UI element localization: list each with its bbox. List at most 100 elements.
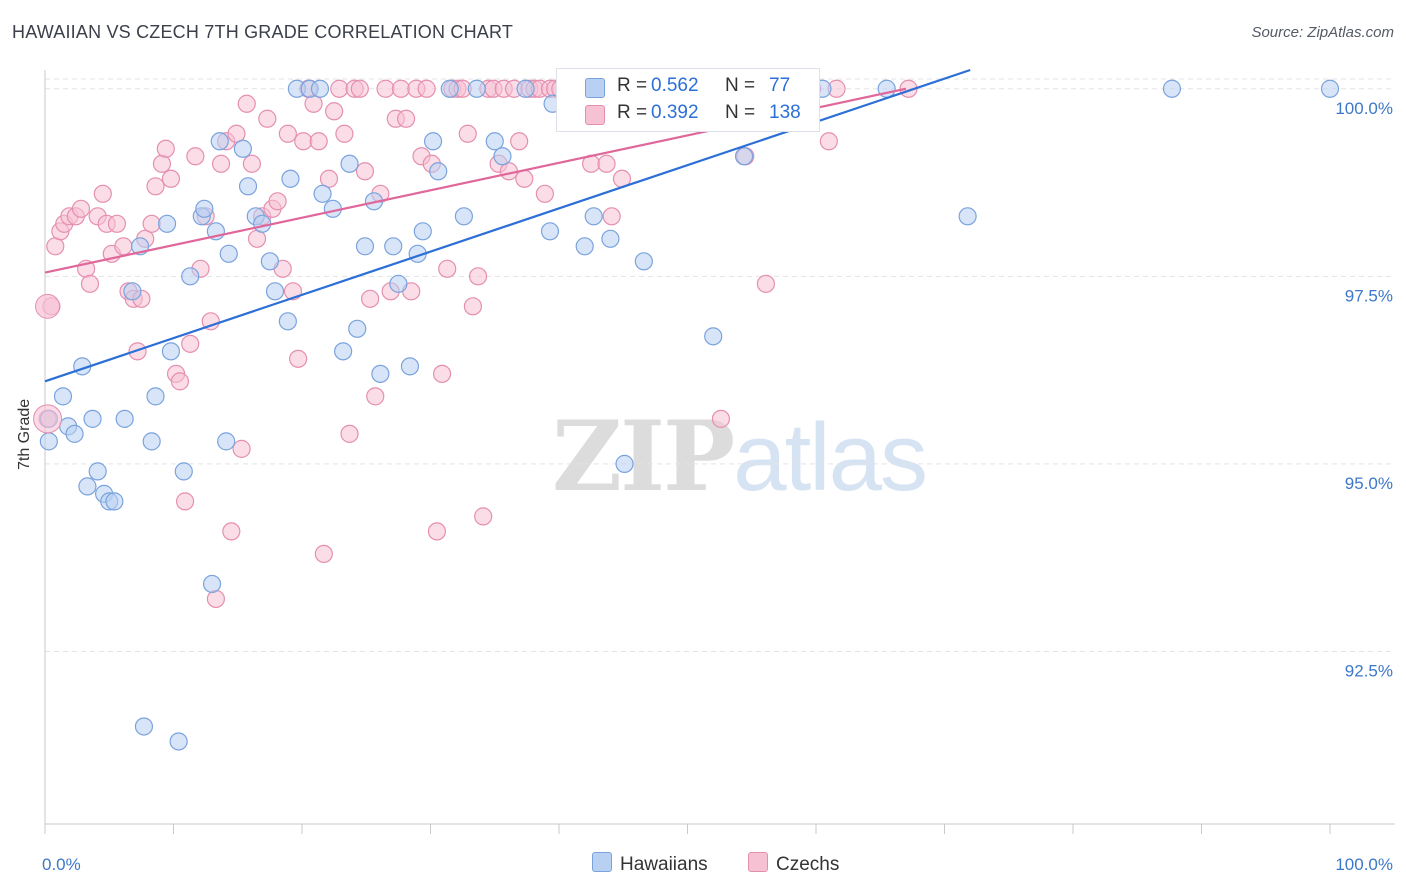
- hawaiian-point: [634, 252, 653, 271]
- hawaiian-point: [157, 214, 177, 233]
- czech-point: [161, 169, 181, 188]
- czech-point: [242, 154, 261, 173]
- czech-point: [340, 424, 359, 443]
- hawaiian-point: [413, 222, 432, 241]
- hawaiian-point: [142, 432, 161, 451]
- czech-point: [71, 199, 91, 218]
- czech-point: [597, 154, 616, 173]
- czech-point: [237, 94, 256, 113]
- hawaiian-point: [65, 424, 84, 443]
- hawaiian-point: [39, 432, 58, 451]
- legend-swatch-pink: [585, 105, 605, 125]
- y-tick-label: 95.0%: [1345, 474, 1393, 493]
- czech-point: [432, 364, 452, 383]
- hawaiian-point: [88, 462, 107, 481]
- czech-point: [335, 124, 354, 143]
- czech-point: [186, 147, 205, 166]
- hawaiian-point: [313, 184, 332, 203]
- correlation-legend: R = 0.562 N = 77 R = 0.392 N = 138: [556, 68, 820, 132]
- czech-point: [35, 293, 61, 319]
- watermark-atlas: atlas: [733, 404, 928, 511]
- hawaiian-point: [210, 132, 229, 151]
- czech-point: [427, 522, 447, 541]
- watermark-zip: ZIP: [552, 400, 735, 513]
- czech-point: [258, 109, 277, 128]
- czech-point: [314, 544, 333, 564]
- czech-point: [468, 267, 488, 286]
- legend-item-czechs: Czechs: [748, 852, 839, 876]
- czech-point: [175, 492, 195, 511]
- czech-point: [93, 184, 112, 203]
- czech-point: [819, 132, 838, 151]
- czech-point: [227, 124, 246, 143]
- hawaiian-point: [233, 139, 252, 158]
- hawaiian-point: [1162, 79, 1182, 98]
- watermark: ZIPatlas: [552, 400, 928, 513]
- hawaiian-point: [423, 132, 443, 151]
- hawaiian-point: [181, 267, 200, 286]
- y-tick-label: 92.5%: [1345, 661, 1393, 680]
- hawaiian-point: [334, 342, 353, 361]
- czech-point: [325, 102, 344, 121]
- hawaiian-point: [161, 342, 181, 361]
- hawaiian-point: [202, 574, 222, 594]
- hawaiian-point: [389, 274, 408, 293]
- hawaiian-point: [146, 387, 165, 406]
- y-axis-label: 7th Grade: [16, 398, 33, 470]
- legend-r-label: R =: [617, 102, 648, 123]
- legend-row-czechs: R = 0.392 N = 138: [557, 100, 819, 128]
- czech-point: [361, 289, 380, 308]
- czech-point: [107, 214, 127, 233]
- hawaiian-point: [355, 237, 375, 256]
- hawaiian-point: [83, 409, 102, 428]
- czech-point: [376, 79, 395, 98]
- legend-row-hawaiians: R = 0.562 N = 77: [557, 73, 819, 101]
- czech-point: [602, 207, 621, 226]
- hawaiian-point: [493, 147, 512, 166]
- hawaiian-point: [467, 79, 486, 98]
- czech-point: [510, 132, 529, 151]
- legend-swatch-blue: [592, 852, 612, 872]
- hawaiian-point: [371, 364, 390, 383]
- czech-point: [146, 177, 165, 196]
- hawaiian-point: [281, 169, 300, 188]
- hawaiian-point: [134, 717, 154, 736]
- hawaiian-point: [115, 409, 134, 428]
- hawaiian-point: [340, 154, 359, 173]
- czech-point: [142, 214, 161, 233]
- hawaiian-point: [734, 147, 754, 166]
- hawaiian-point: [1320, 79, 1340, 98]
- czech-point: [396, 109, 416, 128]
- czech-point: [355, 162, 375, 181]
- czech-point: [330, 79, 349, 98]
- x-tick-label-max: 100.0%: [1335, 855, 1393, 874]
- hawaiian-point: [400, 357, 420, 376]
- czech-point: [756, 274, 775, 293]
- hawaiian-point: [253, 214, 272, 233]
- hawaiian-point: [384, 237, 403, 256]
- x-tick-label-min: 0.0%: [42, 855, 81, 874]
- czech-point: [170, 372, 190, 391]
- hawaiian-point: [584, 207, 603, 226]
- legend-swatch-blue: [585, 78, 605, 98]
- hawaiian-trend-line: [44, 68, 971, 383]
- hawaiian-point: [219, 244, 238, 263]
- czech-point: [289, 349, 308, 368]
- czech-point: [211, 154, 231, 173]
- czech-point: [391, 79, 411, 98]
- czech-point: [201, 312, 220, 331]
- czech-point: [268, 192, 287, 211]
- czech-point: [309, 132, 328, 151]
- legend-r-value: 0.392: [651, 102, 699, 123]
- czech-point: [80, 274, 100, 293]
- hawaiian-point: [123, 282, 142, 301]
- hawaiian-point: [540, 222, 560, 241]
- legend-n-label: N =: [725, 75, 756, 96]
- hawaiian-point: [78, 477, 97, 496]
- czech-point: [711, 409, 731, 428]
- czech-point: [535, 184, 554, 203]
- hawaiian-point: [217, 432, 236, 451]
- legend-item-hawaiians: Hawaiians: [592, 852, 708, 876]
- czech-point: [114, 237, 133, 256]
- hawaiian-point: [575, 237, 594, 256]
